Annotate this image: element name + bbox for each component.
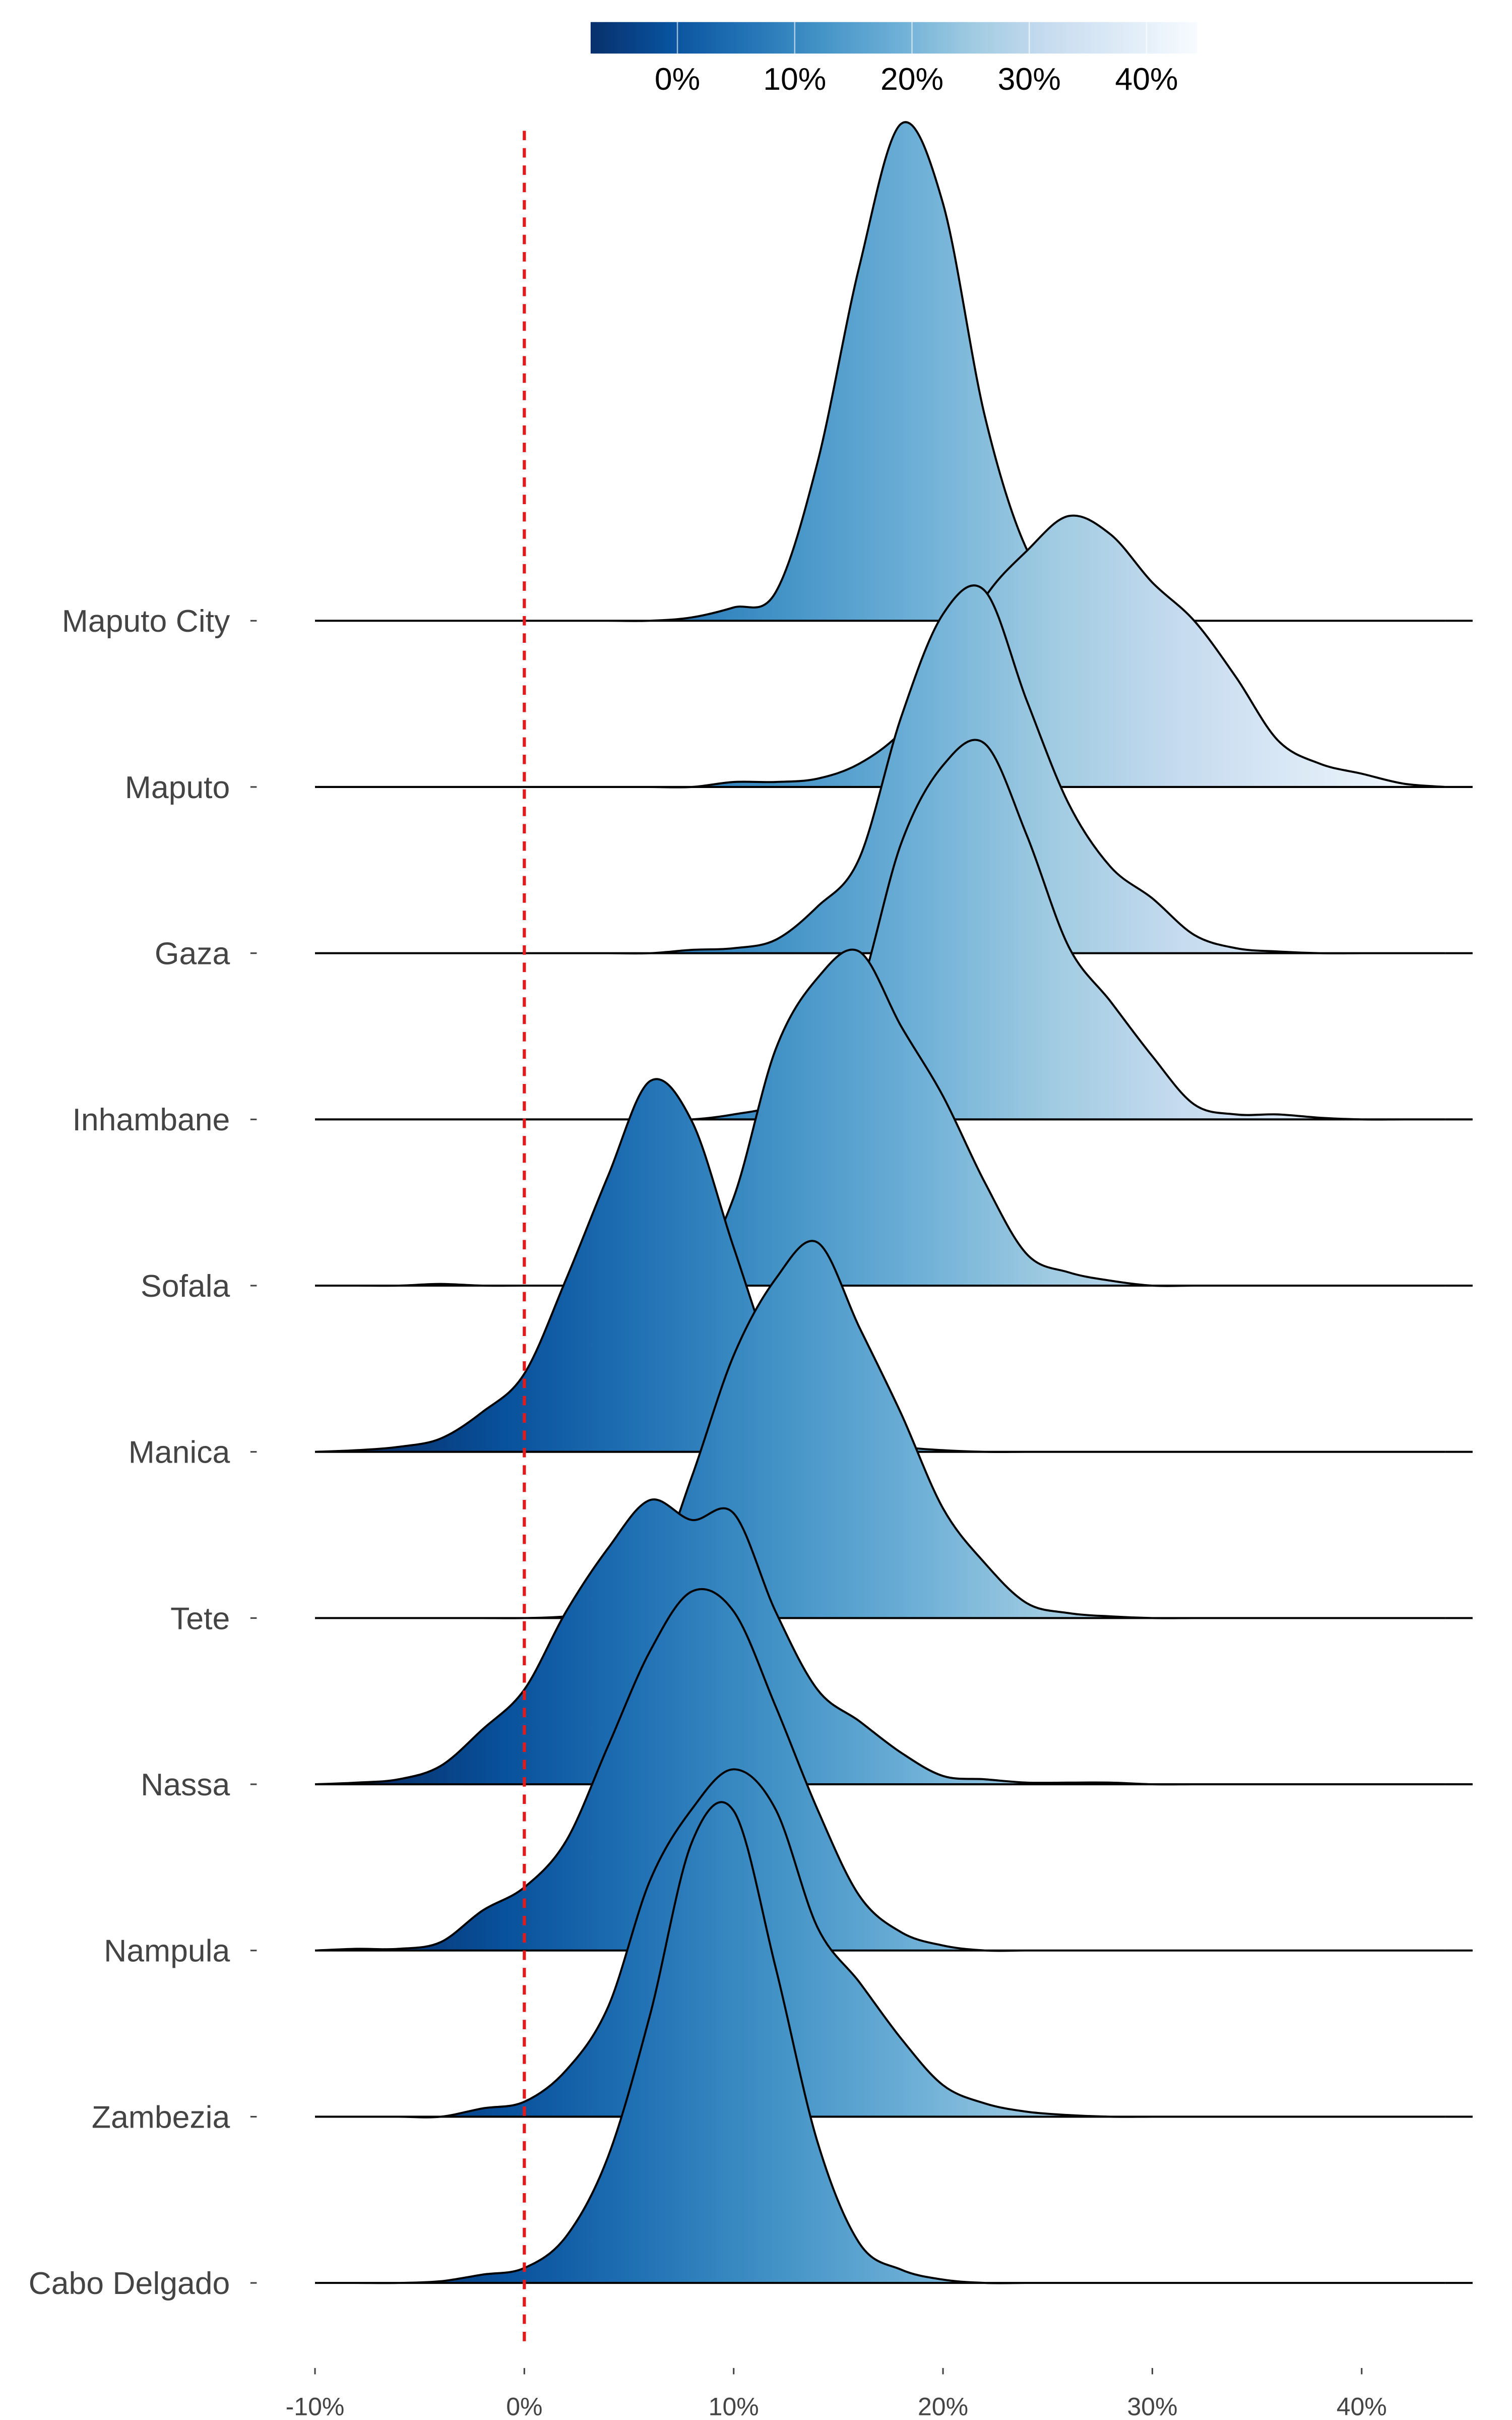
y-tick-label: Sofala bbox=[141, 1268, 230, 1304]
ridge bbox=[314, 1588, 1445, 1952]
colorbar-tick-label: 0% bbox=[655, 62, 700, 97]
colorbar-tick-label: 10% bbox=[763, 62, 826, 97]
y-tick-label: Cabo Delgado bbox=[29, 2266, 230, 2301]
y-tick-label: Zambezia bbox=[92, 2099, 230, 2135]
ridge bbox=[315, 948, 1445, 1287]
y-tick-label: Gaza bbox=[155, 936, 230, 972]
x-tick-label: -10% bbox=[286, 2393, 345, 2420]
x-tick-label: 30% bbox=[1127, 2393, 1177, 2420]
x-tick-label: 0% bbox=[506, 2393, 542, 2420]
y-tick-label: Manica bbox=[129, 1435, 230, 1470]
ridge bbox=[315, 1768, 1445, 2119]
ridge bbox=[315, 1801, 1445, 2284]
ridge bbox=[314, 1498, 1445, 1786]
x-tick-label: 40% bbox=[1337, 2393, 1387, 2420]
y-tick-label: Nampula bbox=[104, 1933, 230, 1969]
y-tick-label: Nassa bbox=[141, 1767, 230, 1802]
colorbar-tick-label: 30% bbox=[998, 62, 1061, 97]
y-tick-label: Maputo bbox=[125, 770, 230, 805]
colorbar bbox=[590, 22, 1197, 54]
colorbar-tick-label: 40% bbox=[1115, 62, 1178, 97]
y-tick-label: Inhambane bbox=[73, 1102, 230, 1137]
ridge bbox=[315, 121, 1445, 623]
x-tick-label: 20% bbox=[918, 2393, 968, 2420]
x-tick-label: 10% bbox=[709, 2393, 759, 2420]
y-tick-label: Tete bbox=[170, 1601, 230, 1636]
colorbar-tick-label: 20% bbox=[880, 62, 943, 97]
y-tick-label: Maputo City bbox=[62, 603, 230, 639]
ridge bbox=[315, 1240, 1445, 1619]
